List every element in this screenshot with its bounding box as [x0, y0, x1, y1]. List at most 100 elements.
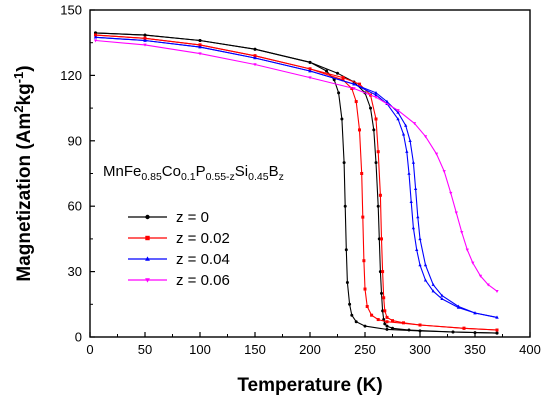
data-point	[374, 161, 378, 165]
axis-ticks: 0 50 100 150 200 250 300 350 400 0 30 60 90 120 150	[60, 3, 541, 358]
formula-subscript: 0.1	[181, 171, 196, 183]
data-point	[460, 231, 464, 235]
data-point	[308, 76, 312, 80]
y-tick-label: 150	[60, 3, 82, 18]
legend: z = 0 z = 0.02 z = 0.04 z = 0.06	[128, 209, 230, 289]
data-point	[449, 191, 453, 195]
data-point	[380, 291, 383, 295]
series-2	[93, 35, 499, 319]
data-point	[385, 320, 389, 324]
data-point	[361, 215, 365, 219]
data-point	[462, 326, 466, 330]
y-tick-label: 90	[68, 133, 82, 148]
legend-label: z = 0	[176, 209, 209, 226]
data-point	[385, 327, 389, 331]
x-tick-label: 400	[519, 342, 541, 357]
data-point	[495, 290, 499, 294]
legend-item: z = 0	[128, 209, 209, 226]
formula-subscript: 0.85	[141, 171, 162, 183]
composition-annotation: MnFe0.85Co0.1P0.55-zSi0.45Bz	[103, 163, 284, 183]
series-layer	[93, 31, 499, 335]
data-point	[336, 71, 339, 75]
data-point	[374, 93, 378, 97]
data-point	[354, 100, 358, 104]
data-point	[385, 315, 389, 319]
data-point	[451, 330, 455, 334]
data-point	[376, 204, 380, 208]
data-point	[337, 91, 341, 95]
data-point	[358, 128, 361, 132]
data-point	[402, 321, 405, 325]
data-point	[454, 211, 458, 215]
x-tick-label: 50	[138, 342, 152, 357]
data-point	[423, 278, 428, 282]
data-point	[145, 278, 150, 283]
legend-item: z = 0.06	[128, 272, 230, 289]
data-point	[332, 78, 336, 82]
series-1	[94, 33, 499, 332]
data-point	[198, 45, 202, 49]
data-point	[253, 47, 257, 51]
data-point	[376, 318, 380, 322]
data-point	[308, 69, 312, 73]
data-point	[374, 117, 378, 121]
series-line	[95, 32, 498, 334]
data-point	[431, 282, 435, 286]
data-point	[396, 109, 400, 113]
data-point	[145, 256, 150, 261]
data-point	[369, 106, 372, 110]
data-point	[352, 87, 356, 91]
data-point	[362, 259, 366, 263]
x-axis-title: Temperature (K)	[237, 375, 382, 396]
data-point	[308, 67, 312, 71]
data-point	[411, 226, 416, 230]
data-point	[253, 63, 257, 67]
data-point	[401, 132, 406, 136]
data-point	[407, 328, 411, 332]
data-point	[143, 43, 147, 47]
data-point	[350, 313, 354, 317]
data-point	[423, 263, 428, 267]
y-tick-label: 60	[68, 199, 82, 214]
data-point	[93, 35, 98, 39]
data-point	[465, 248, 469, 252]
data-point	[253, 54, 257, 58]
data-point	[348, 302, 352, 306]
series-line	[95, 39, 498, 292]
formula-text: B	[269, 163, 279, 180]
formula-subscript: z	[279, 171, 284, 183]
data-point	[418, 237, 422, 241]
data-point	[374, 91, 378, 95]
data-point	[94, 33, 97, 37]
data-point	[418, 263, 422, 267]
legend-label: z = 0.02	[176, 230, 230, 247]
series-line	[95, 32, 498, 334]
data-point	[431, 289, 435, 293]
legend-item: z = 0.02	[128, 230, 230, 247]
data-point	[495, 331, 499, 335]
data-point	[473, 311, 477, 315]
data-point	[198, 43, 202, 47]
data-point	[478, 274, 483, 278]
y-tick-label: 120	[60, 68, 82, 83]
data-point	[440, 297, 444, 301]
data-point	[409, 200, 413, 204]
data-point	[143, 33, 147, 37]
formula-text: Si	[235, 163, 248, 180]
data-point	[374, 96, 378, 99]
legend-label: z = 0.06	[176, 272, 230, 289]
data-point	[93, 39, 98, 43]
x-tick-label: 350	[464, 342, 486, 357]
data-point	[411, 160, 416, 164]
formula-text: P	[196, 163, 206, 180]
y-tick-label: 30	[68, 264, 82, 279]
data-point	[341, 76, 345, 80]
data-point	[145, 214, 150, 220]
data-point	[385, 99, 389, 103]
x-tick-label: 100	[189, 342, 211, 357]
data-point	[396, 117, 400, 121]
x-tick-label: 0	[86, 342, 93, 357]
data-point	[440, 293, 444, 297]
data-point	[434, 152, 439, 156]
